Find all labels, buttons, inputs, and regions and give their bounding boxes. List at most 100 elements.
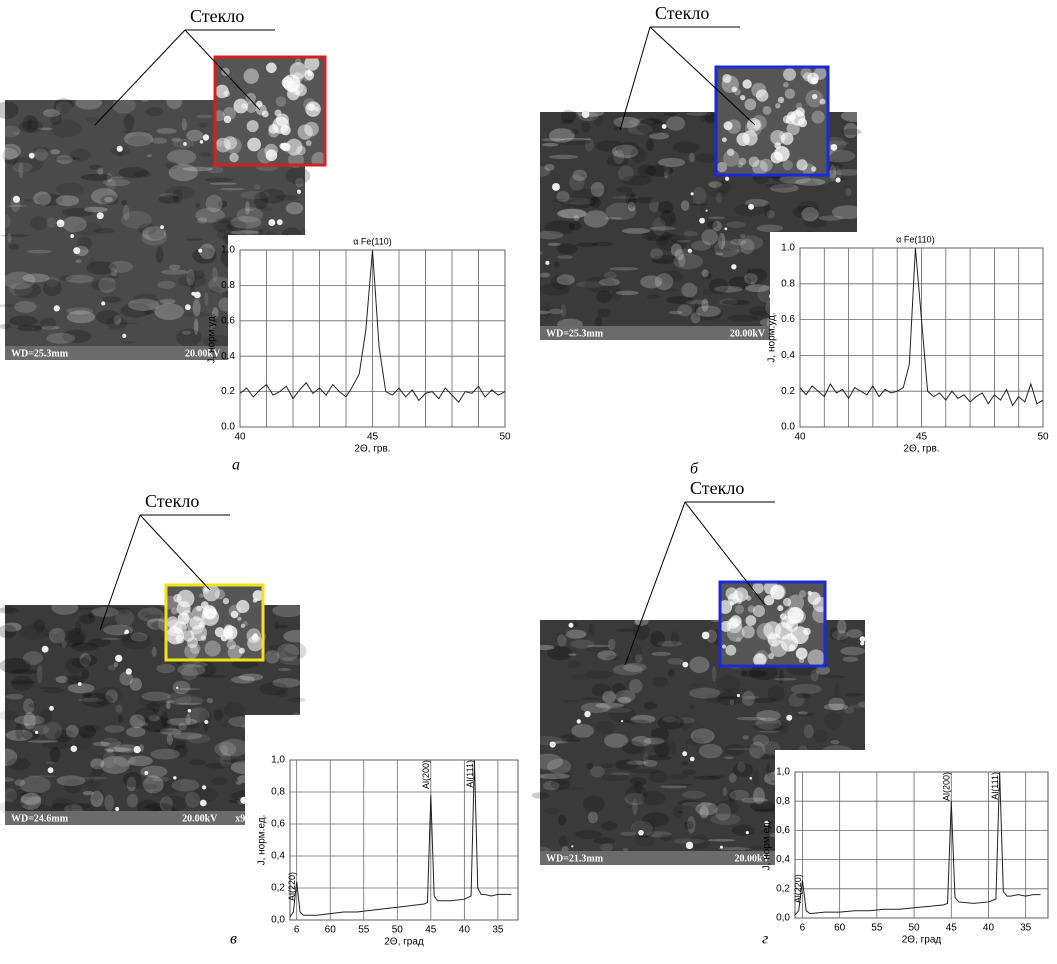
texture (795, 712, 814, 716)
texture (635, 835, 656, 846)
inset-texture (266, 150, 278, 162)
texture (34, 148, 48, 160)
texture (115, 609, 134, 626)
texture (595, 316, 603, 327)
texture (658, 201, 674, 214)
inset-texture (778, 97, 784, 103)
texture (169, 164, 198, 181)
texture (668, 774, 688, 780)
texture (22, 273, 49, 282)
texture (156, 128, 176, 134)
caption: в (230, 931, 237, 948)
texture (824, 712, 843, 729)
texture (601, 763, 615, 768)
texture (699, 200, 704, 216)
particle (749, 777, 752, 780)
particle (194, 292, 201, 299)
inset-texture (742, 625, 755, 638)
texture (66, 658, 85, 674)
texture (644, 737, 665, 744)
peak-label: Al(220) (287, 872, 297, 901)
texture (702, 269, 709, 277)
y-tick-label: 0.4 (221, 351, 235, 362)
inset-texture (760, 159, 773, 172)
texture (593, 838, 615, 845)
texture (635, 197, 658, 203)
y-axis-label: J, норм.уд. (207, 313, 218, 363)
inset-texture (221, 634, 228, 641)
texture (535, 311, 550, 314)
texture (161, 711, 168, 728)
particle (582, 110, 590, 118)
texture (195, 203, 200, 208)
texture (558, 815, 566, 826)
texture (694, 776, 721, 780)
texture (608, 706, 635, 722)
x-tick-label: 40 (459, 925, 471, 936)
x-tick-label: 50 (1037, 432, 1049, 443)
texture (551, 778, 570, 790)
texture (601, 774, 629, 781)
texture (75, 259, 82, 263)
x-tick-label: 60 (325, 925, 337, 936)
texture (730, 699, 734, 705)
particle (686, 842, 693, 849)
texture (655, 273, 673, 290)
texture (819, 215, 843, 220)
particle (122, 334, 126, 338)
y-tick-label: 0,0 (776, 913, 790, 924)
texture (61, 103, 69, 113)
inset-texture (252, 634, 259, 641)
texture (167, 734, 173, 746)
panel: WD=21.3mm20.00kVСтекло0,00,20,40,60,81,0… (531, 478, 1055, 948)
x-axis-label: 2Θ, град (902, 935, 942, 946)
texture (112, 97, 135, 113)
texture (288, 697, 306, 702)
texture (176, 329, 202, 346)
texture (51, 600, 78, 615)
texture (70, 149, 91, 161)
texture (592, 242, 613, 247)
texture (22, 115, 38, 132)
image-label: 20.00kV (730, 328, 766, 339)
texture (747, 745, 760, 747)
particle (42, 646, 49, 653)
texture (536, 231, 564, 240)
texture (102, 739, 124, 742)
texture (181, 662, 207, 667)
texture (93, 742, 110, 746)
texture (644, 755, 672, 760)
texture (175, 703, 202, 705)
texture (134, 171, 151, 178)
inset-texture (202, 586, 210, 594)
texture (707, 247, 731, 251)
texture (558, 209, 586, 218)
peak-label: Al(200) (421, 760, 431, 789)
texture (680, 713, 692, 731)
callout: Стекло (145, 491, 199, 511)
y-tick-label: 1.0 (221, 245, 235, 256)
texture (707, 839, 735, 841)
particle (706, 210, 708, 212)
texture (24, 198, 32, 201)
texture (0, 214, 11, 227)
texture (83, 791, 94, 795)
texture (197, 675, 228, 678)
x-axis-label: 2Θ, грв. (903, 444, 939, 455)
x-tick-label: 60 (834, 923, 846, 934)
inset-texture (224, 116, 232, 124)
texture (186, 130, 203, 141)
particle (200, 800, 207, 807)
texture (795, 178, 826, 185)
texture (749, 665, 778, 680)
x-tick-label: 45 (425, 925, 437, 936)
texture (681, 200, 689, 211)
inset-texture (276, 114, 289, 127)
x-tick-label: 55 (358, 925, 370, 936)
texture (66, 675, 85, 684)
texture (121, 200, 127, 206)
texture (742, 691, 755, 706)
particle (621, 720, 623, 722)
particle (860, 636, 866, 642)
particle (101, 301, 105, 305)
